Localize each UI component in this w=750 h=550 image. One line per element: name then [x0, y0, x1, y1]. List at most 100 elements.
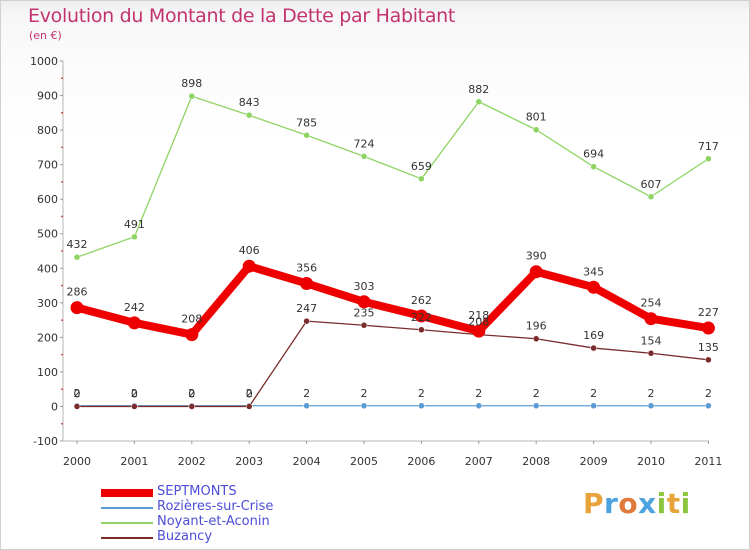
data-point — [590, 402, 597, 410]
data-label: 0 — [188, 387, 195, 400]
data-point — [701, 321, 715, 335]
y-tick-label: 800 — [37, 124, 58, 137]
data-point — [647, 402, 655, 410]
data-label: 2 — [74, 387, 81, 400]
legend-swatch — [101, 537, 153, 539]
data-point — [360, 322, 368, 329]
y-tick-label: 0 — [51, 400, 58, 413]
data-label: 262 — [411, 294, 432, 307]
chart-title: Evolution du Montant de la Dette par Hab… — [28, 5, 456, 27]
data-label: 2 — [246, 387, 253, 400]
series-rozi-res-sur-crise — [73, 402, 712, 410]
data-point — [587, 280, 601, 294]
legend-label: Rozières-sur-Crise — [157, 499, 274, 514]
data-label: 154 — [641, 334, 662, 347]
data-label: 208 — [181, 313, 202, 326]
logo-letter: P — [583, 487, 605, 520]
data-label: 169 — [583, 329, 604, 342]
data-label: 254 — [641, 297, 662, 310]
y-tick-label: 500 — [37, 228, 58, 241]
logo-letter: t — [666, 487, 681, 520]
data-label: 2 — [705, 387, 712, 400]
data-point — [418, 402, 425, 410]
data-label: 235 — [354, 306, 375, 319]
data-label: 303 — [354, 280, 375, 293]
x-tick-label: 2000 — [63, 455, 91, 468]
data-label: 2 — [590, 387, 597, 400]
data-label: 286 — [67, 286, 88, 299]
series-buzancy — [73, 317, 712, 410]
data-label: 135 — [698, 341, 719, 354]
data-point — [300, 276, 314, 290]
data-point — [532, 335, 540, 342]
data-label: 247 — [296, 302, 317, 315]
legend-swatch — [101, 489, 153, 497]
data-point — [705, 155, 712, 163]
data-point — [73, 403, 81, 410]
data-label: 196 — [526, 320, 547, 333]
x-tick-label: 2009 — [580, 455, 608, 468]
data-point — [475, 402, 483, 410]
y-tick-label: 400 — [37, 262, 58, 275]
data-point — [242, 259, 256, 273]
data-label: 2 — [418, 387, 425, 400]
data-point — [705, 402, 712, 410]
data-label: 227 — [698, 306, 719, 319]
logo-letter: o — [618, 487, 639, 520]
data-label: 785 — [296, 116, 317, 129]
data-point — [188, 92, 196, 100]
data-point — [188, 403, 196, 410]
y-minor-tick — [61, 422, 63, 425]
data-label: 432 — [67, 238, 88, 251]
logo-letter: x — [638, 487, 657, 520]
chart-unit-label: (en €) — [29, 29, 62, 42]
y-tick-label: 900 — [37, 90, 58, 103]
data-point — [644, 312, 658, 326]
y-minor-tick — [61, 388, 63, 391]
data-point — [245, 111, 253, 119]
data-point — [185, 328, 199, 342]
y-minor-tick — [61, 215, 63, 218]
x-tick-label: 2005 — [350, 455, 378, 468]
data-label: 2 — [131, 387, 138, 400]
y-minor-tick — [61, 250, 63, 252]
x-tick-label: 2003 — [235, 455, 263, 468]
series-line — [76, 95, 710, 258]
data-point — [472, 324, 486, 338]
y-minor-tick — [61, 146, 63, 149]
data-label: 659 — [411, 160, 432, 173]
data-label: 0 — [74, 387, 81, 400]
data-label: 345 — [583, 265, 604, 278]
y-tick-label: 100 — [37, 366, 58, 379]
legend-label: Buzancy — [157, 529, 213, 544]
data-point — [360, 402, 368, 410]
data-point — [131, 403, 138, 410]
y-minor-tick — [61, 111, 63, 114]
data-label: 406 — [239, 244, 260, 257]
legend-swatch — [101, 522, 153, 524]
logo-letter: i — [680, 487, 691, 520]
data-label: 222 — [411, 311, 432, 324]
y-minor-tick — [61, 353, 63, 356]
data-point — [418, 326, 425, 334]
data-point — [73, 253, 81, 261]
data-label: 208 — [468, 316, 489, 329]
x-tick-label: 2010 — [637, 455, 665, 468]
y-tick-label: 700 — [37, 159, 58, 172]
data-point — [647, 193, 655, 201]
data-label: 801 — [526, 111, 547, 124]
data-label: 2 — [533, 387, 540, 400]
x-tick-label: 2007 — [465, 455, 493, 468]
data-label: 390 — [526, 250, 547, 263]
data-point — [360, 153, 368, 160]
y-tick-label: 200 — [37, 331, 58, 344]
data-label: 218 — [468, 309, 489, 322]
data-label: 882 — [468, 83, 489, 96]
y-minor-tick — [61, 77, 63, 80]
logo-letter: r — [604, 487, 619, 520]
x-tick-label: 2006 — [407, 455, 435, 468]
y-tick-label: 600 — [37, 193, 58, 206]
x-tick-label: 2001 — [120, 455, 148, 468]
